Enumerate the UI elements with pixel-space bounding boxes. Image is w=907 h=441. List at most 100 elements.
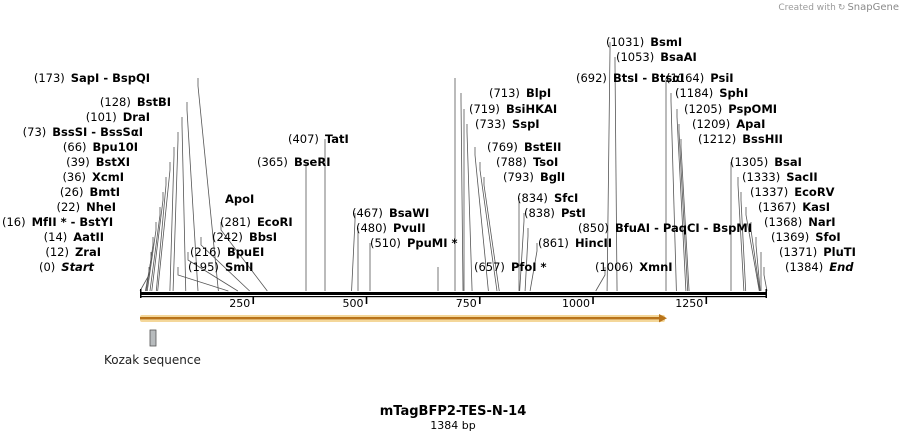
kozak-sequence-feature[interactable]: [149, 329, 157, 347]
site-label-bgli[interactable]: (793) BglI: [503, 170, 565, 184]
site-label-sfoi[interactable]: (1369) SfoI: [771, 230, 841, 244]
site-label-zrai[interactable]: (12) ZraI: [45, 245, 101, 259]
site-label-btsi-bts-i[interactable]: (692) BtsI - BtsαI: [576, 71, 684, 85]
site-name: BstBI: [137, 95, 171, 109]
site-label-bfuai-paqci-bspmi[interactable]: (850) BfuAI - PaqCI - BspMI: [578, 221, 752, 235]
site-label-ecorv[interactable]: (1337) EcoRV: [750, 185, 835, 199]
site-label-start[interactable]: (0) Start: [39, 260, 95, 274]
site-position: (242): [212, 230, 243, 244]
site-label-pspomi[interactable]: (1205) PspOMI: [684, 102, 777, 116]
site-label-tsoi[interactable]: (788) TsoI: [496, 155, 558, 169]
site-label-bstbi[interactable]: (128) BstBI: [100, 95, 171, 109]
site-label-bmti[interactable]: (26) BmtI: [60, 185, 120, 199]
site-name: EcoRV: [794, 185, 834, 199]
site-label-psii[interactable]: (1164) PsiI: [666, 71, 734, 85]
site-label-pluti[interactable]: (1371) PluTI: [779, 245, 856, 259]
ruler-tick-label: 1250: [675, 297, 703, 310]
site-name: Bpu10I: [93, 140, 138, 154]
backbone-end-cap: [765, 289, 767, 298]
site-position: (101): [86, 110, 117, 124]
site-label-hincii[interactable]: (861) HincII: [538, 236, 612, 250]
site-name: ApoI: [225, 192, 254, 206]
site-position: (657): [474, 260, 505, 274]
site-label-end[interactable]: (1384) End: [785, 260, 854, 274]
site-name: BseRI: [294, 155, 331, 169]
leader-bmti: [151, 192, 164, 292]
site-label-aatii[interactable]: (14) AatII: [44, 230, 104, 244]
site-name: ZraI: [75, 245, 101, 259]
site-name: HincII: [575, 236, 612, 250]
site-label-psti[interactable]: (838) PstI: [524, 206, 586, 220]
ruler-tick-250: [252, 296, 255, 304]
site-label-bbsi[interactable]: (242) BbsI: [212, 230, 277, 244]
site-position: (1371): [779, 245, 817, 259]
site-label-bsawi[interactable]: (467) BsaWI: [352, 206, 429, 220]
site-label-bpuei[interactable]: (216) BpuEI: [190, 245, 264, 259]
site-position: (36): [62, 170, 86, 184]
site-name: SapI - BspQI: [71, 71, 150, 85]
site-name: SmlI: [225, 260, 254, 274]
site-position: (467): [352, 206, 383, 220]
site-label-tati[interactable]: (407) TatI: [288, 132, 349, 146]
site-name: EcoRI: [257, 215, 293, 229]
site-label-ppumi[interactable]: (510) PpuMI *: [370, 236, 458, 250]
ruler-tick-750: [478, 296, 481, 304]
leader-bgli: [483, 177, 500, 292]
site-label-pvuii[interactable]: (480) PvuII: [356, 221, 426, 235]
site-label-nhei[interactable]: (22) NheI: [57, 200, 117, 214]
site-label-ecori[interactable]: (281) EcoRI: [220, 215, 293, 229]
site-label-smli[interactable]: (195) SmlI: [188, 260, 253, 274]
leader-nhei: [149, 207, 161, 292]
site-label-bsssi-bsss-i[interactable]: (73) BssSI - BssSαI: [23, 125, 143, 139]
map-length: 1384 bp: [430, 419, 475, 432]
site-label-bstxi[interactable]: (39) BstXI: [66, 155, 130, 169]
ruler-tick-label: 1000: [562, 297, 590, 310]
site-position: (1184): [675, 86, 713, 100]
site-label-sspi[interactable]: (733) SspI: [475, 117, 540, 131]
site-position: (719): [469, 102, 500, 116]
site-position: (480): [356, 221, 387, 235]
site-label-bsaai[interactable]: (1053) BsaAI: [616, 50, 697, 64]
leader-pspomi: [676, 109, 687, 292]
site-name: XmnI: [639, 260, 672, 274]
site-position: (713): [489, 86, 520, 100]
site-label-xcmi[interactable]: (36) XcmI: [62, 170, 124, 184]
leader-nari: [750, 222, 761, 292]
site-position: (1006): [595, 260, 633, 274]
site-name: PluTI: [823, 245, 856, 259]
dna-backbone-bottom: [140, 296, 767, 298]
leader-bsmi: [606, 42, 611, 292]
site-position: (510): [370, 236, 401, 250]
site-label-kasi[interactable]: (1367) KasI: [758, 200, 830, 214]
site-label-pfoi[interactable]: (657) PfoI *: [474, 260, 547, 274]
ruler-ticks: 250 500 750 1000 1250: [229, 296, 708, 310]
site-label-apoi[interactable]: ApoI: [225, 192, 254, 206]
site-label-bsshii[interactable]: (1212) BssHII: [698, 132, 783, 146]
site-label-sapi-bspqi[interactable]: (173) SapI - BspQI: [34, 71, 150, 85]
site-label-bsai[interactable]: (1305) BsaI: [730, 155, 802, 169]
site-label-bsmi[interactable]: (1031) BsmI: [606, 35, 682, 49]
site-label-sphi[interactable]: (1184) SphI: [675, 86, 748, 100]
site-position: (1369): [771, 230, 809, 244]
site-label-bsteii[interactable]: (769) BstEII: [487, 140, 561, 154]
site-label-bpu10i[interactable]: (66) Bpu10I: [63, 140, 138, 154]
orf-arrow[interactable]: [140, 314, 667, 323]
orf-arrow-head: [659, 314, 667, 323]
site-position: (1164): [666, 71, 704, 85]
dna-backbone-top: [140, 292, 767, 295]
site-label-blpi[interactable]: (713) BlpI: [489, 86, 551, 100]
site-position: (1209): [692, 117, 730, 131]
leader-aatii: [145, 237, 154, 292]
site-label-bseri[interactable]: (365) BseRI: [257, 155, 330, 169]
site-label-xmni[interactable]: (1006) XmnI: [595, 260, 673, 274]
site-label-nari[interactable]: (1368) NarI: [764, 215, 836, 229]
site-label-sacii[interactable]: (1333) SacII: [742, 170, 818, 184]
leader-sapi-bspqi: [197, 78, 219, 292]
site-position: (838): [524, 206, 555, 220]
site-label-drai[interactable]: (101) DraI: [86, 110, 150, 124]
site-label-sfci[interactable]: (834) SfcI: [517, 191, 578, 205]
site-label-apai[interactable]: (1209) ApaI: [692, 117, 765, 131]
site-label-bsihkai[interactable]: (719) BsiHKAI: [469, 102, 557, 116]
site-label-mfii-bstyi[interactable]: (16) MfII * - BstYI: [2, 215, 113, 229]
site-name: PfoI *: [511, 260, 547, 274]
